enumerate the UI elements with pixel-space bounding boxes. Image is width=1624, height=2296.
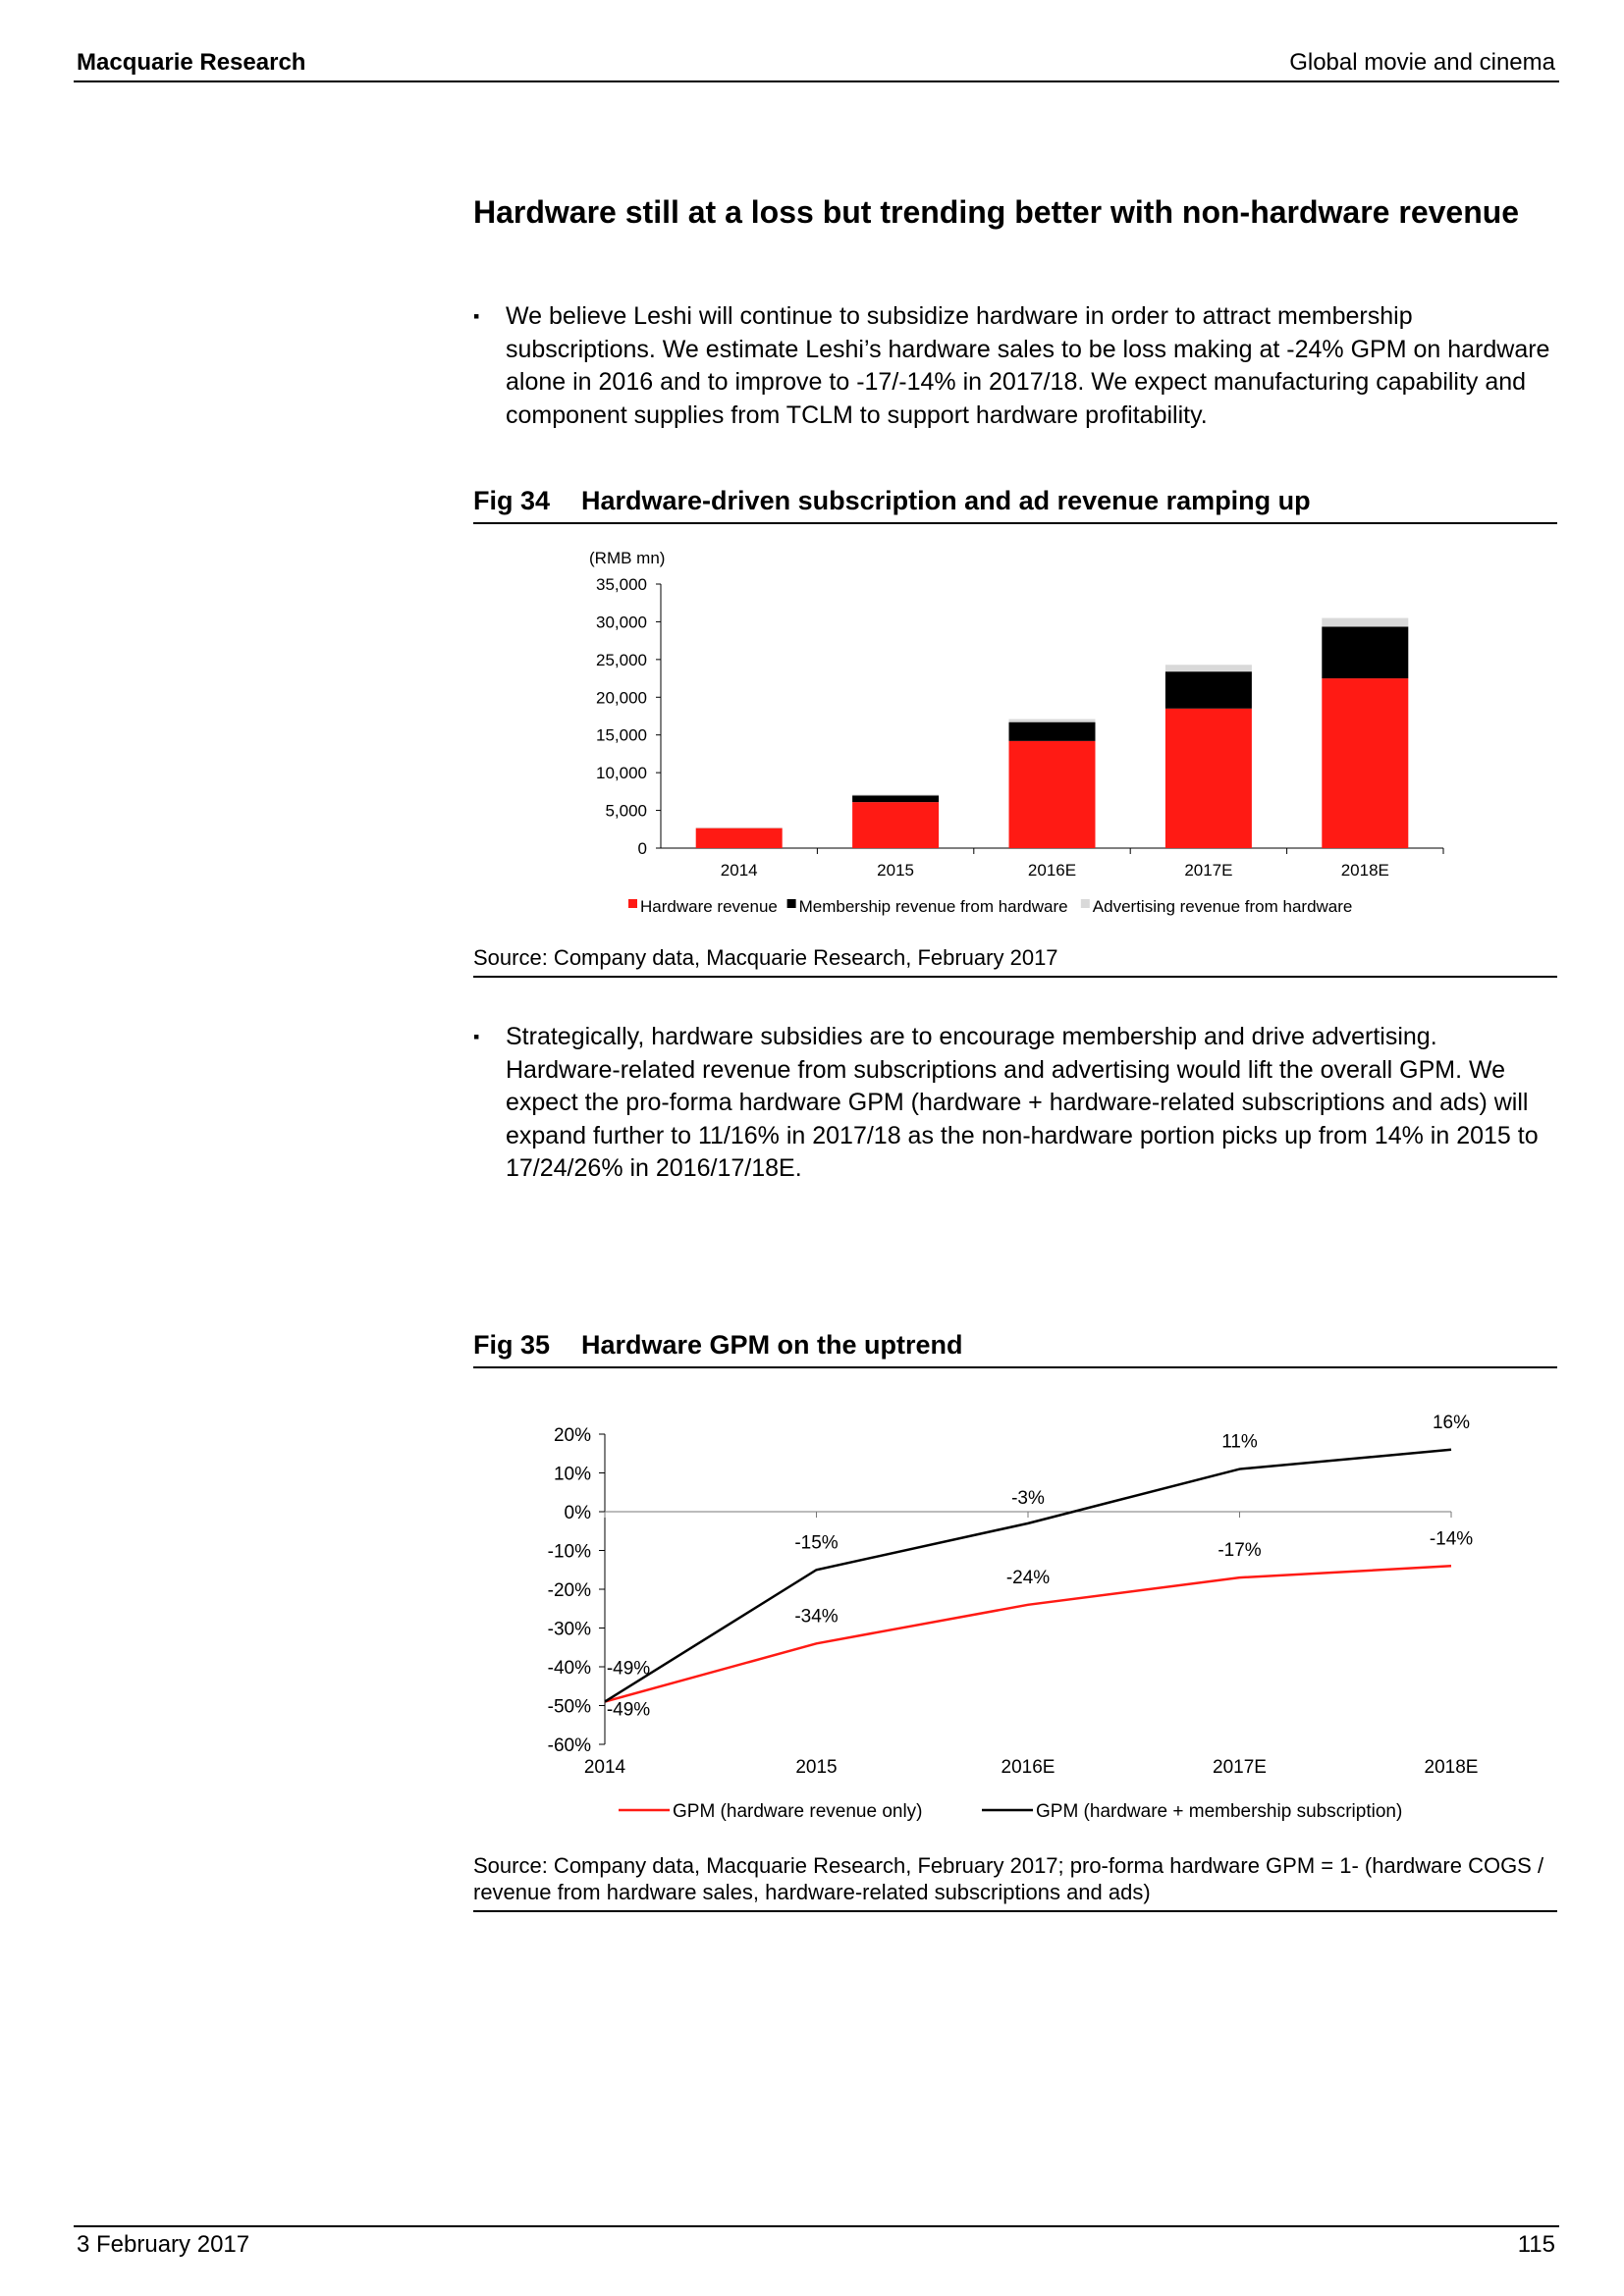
header-brand: Macquarie Research [77,49,306,76]
y-tick-label: 0% [565,1503,592,1523]
bar-segment [1322,626,1409,679]
footer-date: 3 February 2017 [77,2231,250,2258]
y-tick-label: -40% [548,1658,591,1679]
fig34-source: Source: Company data, Macquarie Research… [473,945,1058,970]
data-label: -34% [794,1606,838,1627]
x-tick-label: 2016E [1001,1757,1056,1778]
fig-rule [473,1366,1557,1368]
series-line [604,1448,1452,1703]
y-tick-label: 15,000 [596,726,647,745]
bar-segment [1164,665,1252,672]
series-line [604,1565,1452,1703]
line-chart: -60% -50% -40% -30% -20% -10% 0% 10% 20% 2014 2015… [548,1413,1479,1822]
bar-segment [1164,708,1252,848]
data-label: -24% [1006,1568,1050,1588]
bar-chart: (RMB mn) 0 5,000 10,000 15,000 20,000 25,000 30… [589,549,1444,916]
fig35-source: Source: Company data, Macquarie Research… [473,1853,1544,1904]
fig34-heading: Fig 34 Hardware-driven subscription and a… [473,486,1311,516]
data-label: -15% [794,1532,838,1553]
fig-rule [473,522,1557,524]
fig-title: Hardware GPM on the uptrend [581,1330,963,1360]
legend-swatch [628,899,637,908]
x-tick-label: 2015 [877,861,914,880]
x-tick-label: 2018E [1341,861,1389,880]
fig35-heading: Fig 35 Hardware GPM on the uptrend [473,1330,963,1361]
data-label: -49% [607,1700,650,1721]
bar-segment [1008,740,1096,848]
fig-rule [473,976,1557,978]
y-tick-label: 20,000 [596,688,647,707]
y-tick-label: -20% [548,1580,591,1601]
data-label: -49% [607,1659,650,1680]
header-section: Global movie and cinema [1289,49,1555,76]
y-tick-label: -50% [548,1697,591,1718]
legend-label: GPM (hardware + membership subscription) [1036,1801,1402,1822]
bullet-paragraph-2: ▪ Strategically, hardware subsidies are … [473,1021,1553,1186]
legend-label: Membership revenue from hardware [799,897,1068,916]
fig-title: Hardware-driven subscription and ad reve… [581,486,1311,515]
legend-label: Advertising revenue from hardware [1093,897,1353,916]
fig-number: Fig 34 [473,486,551,515]
bar-segment [1008,721,1096,741]
paragraph-text: We believe Leshi will continue to subsid… [506,302,1550,429]
legend-label: Hardware revenue [640,897,778,916]
section-title: Hardware still at a loss but trending be… [473,194,1520,230]
bullet-paragraph-1: ▪ We believe Leshi will continue to subs… [473,300,1553,432]
fig-rule [473,1910,1557,1912]
paragraph-text: Strategically, hardware subsidies are to… [506,1023,1539,1182]
bar-segment [1322,617,1409,627]
y-tick-label: 25,000 [596,651,647,669]
y-tick-label: 30,000 [596,613,647,631]
x-tick-label: 2017E [1184,861,1232,880]
y-tick-label: -60% [548,1735,591,1756]
bullet-icon: ▪ [473,1027,480,1046]
x-tick-label: 2014 [721,861,758,880]
fig-number: Fig 35 [473,1330,551,1360]
x-tick-label: 2014 [584,1757,626,1778]
page-number: 115 [1517,2231,1555,2258]
y-tick-label: 35,000 [596,575,647,594]
y-tick-label: 10,000 [596,764,647,782]
bar-segment [852,795,940,803]
bar-segment [852,802,940,848]
legend-label: GPM (hardware revenue only) [673,1801,923,1822]
legend-swatch [786,899,796,908]
bar-segment [1322,678,1409,848]
y-tick-label: -10% [548,1542,591,1563]
y-tick-label: 0 [638,839,647,858]
y-tick-label: 20% [554,1425,591,1446]
data-label: 11% [1221,1432,1258,1453]
x-tick-label: 2018E [1425,1757,1479,1778]
legend-swatch [1080,899,1090,908]
bar-segment [1164,671,1252,709]
x-tick-label: 2015 [795,1757,837,1778]
y-axis-unit: (RMB mn) [589,549,665,567]
y-tick-label: 10% [554,1465,591,1485]
data-label: -14% [1430,1528,1473,1549]
data-label: 16% [1433,1413,1470,1433]
y-tick-label: 5,000 [605,802,647,821]
x-tick-label: 2017E [1213,1757,1267,1778]
bar-segment [1008,719,1096,722]
bar-segment [695,828,783,848]
data-label: -3% [1011,1488,1045,1509]
x-tick-label: 2016E [1028,861,1076,880]
header-rule [74,80,1559,82]
data-label: -17% [1218,1540,1261,1561]
footer-rule [74,2225,1559,2227]
bullet-icon: ▪ [473,306,480,326]
y-tick-label: -30% [548,1620,591,1640]
bar-segment [852,794,940,796]
